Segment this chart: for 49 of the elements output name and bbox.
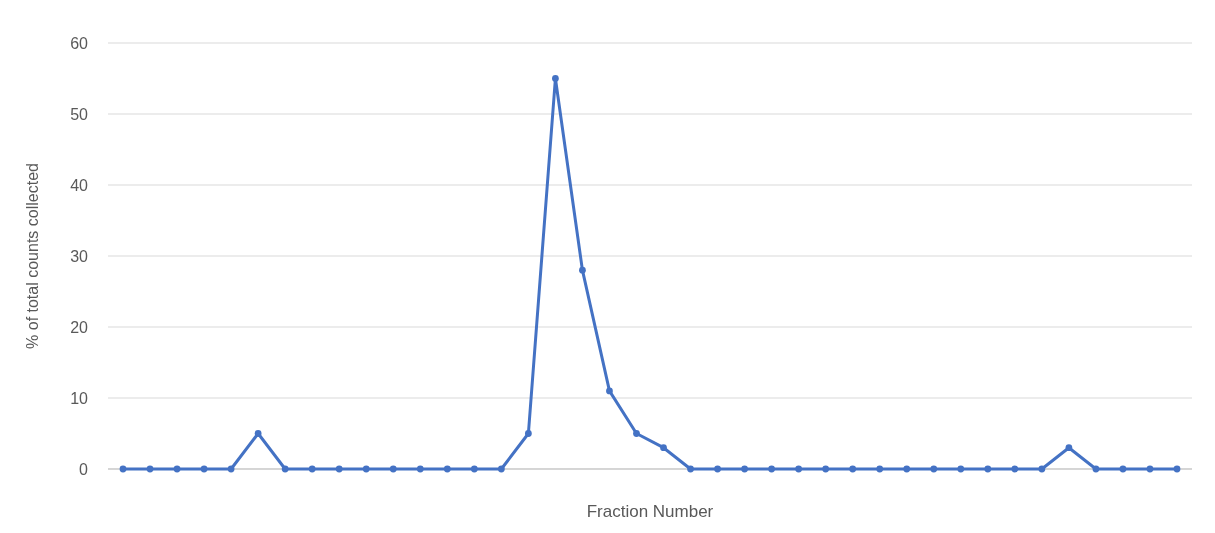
y-tick-label: 0: [79, 460, 89, 478]
point: [876, 465, 884, 473]
point: [768, 465, 775, 473]
point: [1011, 465, 1019, 473]
point: [687, 465, 694, 473]
point: [957, 465, 965, 473]
point: [714, 465, 721, 473]
point: [660, 444, 667, 452]
point: [281, 465, 289, 473]
point: [795, 465, 803, 473]
point: [254, 430, 262, 437]
y-tick-label: 20: [70, 318, 89, 336]
y-tick-label: 50: [70, 105, 89, 123]
point: [1173, 465, 1181, 473]
point: [849, 465, 857, 473]
y-axis-title: % of total counts collected: [24, 163, 41, 349]
point: [606, 387, 613, 395]
y-tick-label: 30: [70, 247, 89, 265]
point: [470, 465, 478, 473]
point: [741, 465, 748, 473]
point: [579, 266, 586, 274]
point: [1119, 465, 1127, 473]
point: [1038, 465, 1046, 473]
point: [308, 465, 316, 473]
y-tick-label: 10: [70, 389, 89, 407]
point: [633, 430, 640, 437]
point: [1065, 444, 1073, 452]
point: [930, 465, 938, 473]
point: [335, 465, 343, 473]
point: [443, 465, 451, 473]
point: [227, 465, 235, 473]
x-axis-title: Fraction Number: [586, 502, 714, 521]
point: [1092, 465, 1100, 473]
point: [525, 430, 532, 437]
point: [389, 465, 397, 473]
point: [822, 465, 830, 473]
point: [497, 465, 505, 473]
point: [173, 465, 181, 473]
point: [146, 465, 154, 473]
y-tick-label: 60: [70, 34, 89, 52]
point: [416, 465, 424, 473]
point: [903, 465, 911, 473]
point: [200, 465, 208, 473]
point: [1146, 465, 1154, 473]
point: [984, 465, 992, 473]
point: [362, 465, 370, 473]
point: [552, 75, 559, 82]
y-tick-label: 40: [70, 176, 89, 194]
point: [119, 465, 127, 473]
